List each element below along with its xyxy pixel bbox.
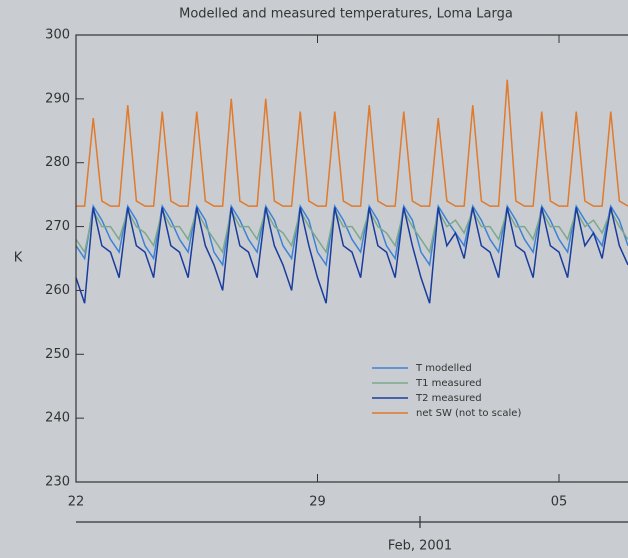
series-line bbox=[75, 208, 628, 255]
legend-label: T1 measured bbox=[415, 378, 482, 389]
y-tick-label: 300 bbox=[45, 28, 70, 43]
x-tick-label: 05 bbox=[551, 495, 568, 510]
x-tick-label: 29 bbox=[309, 495, 326, 510]
y-tick-label: 230 bbox=[45, 475, 70, 490]
series-line bbox=[75, 203, 628, 267]
y-tick-label: 250 bbox=[45, 347, 70, 362]
legend-label: T modelled bbox=[415, 363, 472, 374]
y-tick-label: 270 bbox=[45, 219, 70, 234]
plot-frame bbox=[75, 34, 628, 483]
y-tick-label: 240 bbox=[45, 411, 70, 426]
legend-label: net SW (not to scale) bbox=[416, 408, 521, 419]
series-line bbox=[76, 79, 628, 207]
y-tick-label: 290 bbox=[45, 91, 70, 106]
y-tick-label: 260 bbox=[45, 283, 70, 298]
x-axis-label: Feb, 2001 bbox=[388, 539, 452, 554]
legend-label: T2 measured bbox=[415, 393, 482, 404]
y-tick-label: 280 bbox=[45, 155, 70, 170]
x-tick-label: 22 bbox=[68, 495, 85, 510]
chart-title: Modelled and measured temperatures, Loma… bbox=[179, 7, 513, 22]
y-axis-label: K bbox=[14, 251, 23, 266]
series-line bbox=[75, 207, 628, 304]
